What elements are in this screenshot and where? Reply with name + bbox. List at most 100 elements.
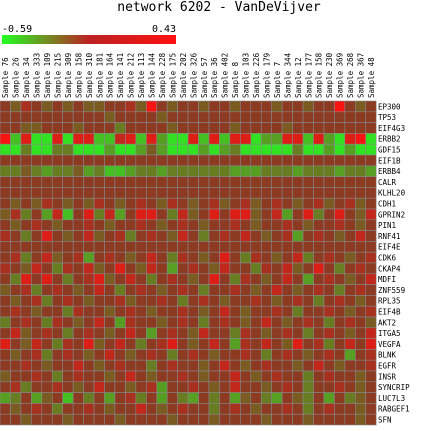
heatmap-cell bbox=[334, 284, 346, 296]
heatmap-cell bbox=[260, 176, 272, 188]
column-label: Sample 369 bbox=[336, 53, 345, 98]
row-label: ERBB2 bbox=[378, 135, 401, 144]
heatmap-cell bbox=[281, 403, 293, 415]
heatmap-cell bbox=[323, 219, 335, 231]
heatmap-cell bbox=[354, 176, 367, 188]
heatmap-cell bbox=[323, 370, 335, 383]
heatmap-cell bbox=[313, 338, 325, 350]
heatmap-cell bbox=[31, 143, 43, 156]
heatmap-cell bbox=[271, 251, 283, 264]
heatmap-cell bbox=[302, 187, 314, 199]
heatmap-cell bbox=[344, 143, 356, 156]
column-label: Sample 309 bbox=[64, 53, 73, 98]
heatmap-cell bbox=[135, 273, 147, 285]
heatmap-cell bbox=[104, 143, 116, 156]
heatmap-cell bbox=[41, 316, 53, 329]
heatmap-cell bbox=[271, 403, 283, 415]
heatmap-cell bbox=[125, 273, 137, 285]
heatmap-cell bbox=[104, 187, 116, 199]
row-label: EIF4G3 bbox=[378, 124, 405, 133]
row-label: CKAP4 bbox=[378, 264, 401, 273]
heatmap-cell bbox=[177, 327, 189, 339]
heatmap-cell bbox=[0, 284, 11, 296]
heatmap-cell bbox=[20, 284, 32, 296]
heatmap-cell bbox=[83, 392, 95, 404]
heatmap-cell bbox=[250, 305, 262, 318]
heatmap-cell bbox=[62, 187, 74, 199]
heatmap-cell bbox=[41, 230, 53, 242]
heatmap-cell bbox=[344, 176, 356, 188]
heatmap-cell bbox=[354, 111, 367, 123]
heatmap-cell bbox=[146, 349, 158, 361]
heatmap-cell bbox=[146, 327, 158, 339]
heatmap-cell bbox=[187, 208, 199, 221]
heatmap-cell bbox=[313, 273, 325, 285]
heatmap-cell bbox=[292, 338, 304, 350]
heatmap-cell bbox=[313, 208, 325, 221]
heatmap-cell bbox=[260, 208, 272, 221]
heatmap-cell bbox=[72, 305, 84, 318]
heatmap-cell bbox=[302, 316, 314, 329]
heatmap-cell bbox=[146, 122, 158, 134]
heatmap-cell bbox=[10, 370, 22, 383]
heatmap-cell bbox=[41, 273, 53, 285]
heatmap-cell bbox=[72, 187, 84, 199]
heatmap-cell bbox=[219, 316, 231, 329]
heatmap-cell bbox=[208, 359, 220, 372]
heatmap-cell bbox=[229, 403, 241, 415]
heatmap-cell bbox=[198, 111, 210, 123]
heatmap-cell bbox=[146, 154, 158, 167]
column-label: Sample 26 bbox=[12, 57, 21, 98]
heatmap-cell bbox=[62, 219, 74, 231]
heatmap-cell bbox=[219, 370, 231, 383]
row-label: EP300 bbox=[378, 102, 401, 111]
heatmap-cell bbox=[72, 295, 84, 307]
heatmap-cell bbox=[10, 251, 22, 264]
heatmap-cell bbox=[198, 338, 210, 350]
heatmap-cell bbox=[0, 154, 11, 167]
heatmap-cell bbox=[93, 197, 105, 210]
heatmap-cell bbox=[72, 413, 84, 426]
heatmap-cell bbox=[10, 241, 22, 253]
heatmap-cell bbox=[240, 338, 252, 350]
heatmap-cell bbox=[323, 295, 335, 307]
heatmap-cell bbox=[240, 295, 252, 307]
heatmap-cell bbox=[354, 413, 367, 426]
heatmap-cell bbox=[302, 370, 314, 383]
heatmap-cell bbox=[198, 187, 210, 199]
heatmap-cell bbox=[31, 176, 43, 188]
column-label: Sample 175 bbox=[168, 53, 177, 98]
heatmap-cell bbox=[250, 230, 262, 242]
heatmap-cell bbox=[72, 338, 84, 350]
heatmap-cell bbox=[260, 284, 272, 296]
heatmap-cell bbox=[166, 251, 178, 264]
heatmap-cell bbox=[271, 143, 283, 156]
heatmap-cell bbox=[198, 251, 210, 264]
heatmap-cell bbox=[0, 111, 11, 123]
heatmap-cell bbox=[125, 338, 137, 350]
heatmap-cell bbox=[83, 133, 95, 145]
heatmap-cell bbox=[271, 176, 283, 188]
heatmap-cell bbox=[72, 100, 84, 113]
heatmap-cell bbox=[250, 327, 262, 339]
heatmap-cell bbox=[135, 338, 147, 350]
heatmap-cell bbox=[125, 154, 137, 167]
heatmap-cell bbox=[281, 284, 293, 296]
heatmap-cell bbox=[292, 133, 304, 145]
heatmap-cell bbox=[260, 327, 272, 339]
heatmap-cell bbox=[229, 208, 241, 221]
heatmap-cell bbox=[187, 349, 199, 361]
heatmap-cell bbox=[41, 381, 53, 393]
heatmap-cell bbox=[156, 338, 168, 350]
heatmap-cell bbox=[281, 413, 293, 426]
column-label: Sample 8 bbox=[231, 61, 240, 98]
heatmap-cell bbox=[10, 219, 22, 231]
heatmap-cell bbox=[0, 197, 11, 210]
heatmap-cell bbox=[198, 165, 210, 177]
heatmap-cell bbox=[41, 122, 53, 134]
column-label: Sample 164 bbox=[106, 52, 115, 98]
heatmap-cell bbox=[125, 359, 137, 372]
heatmap-cell bbox=[365, 413, 377, 426]
heatmap-cell bbox=[344, 197, 356, 210]
heatmap-cell bbox=[104, 208, 116, 221]
